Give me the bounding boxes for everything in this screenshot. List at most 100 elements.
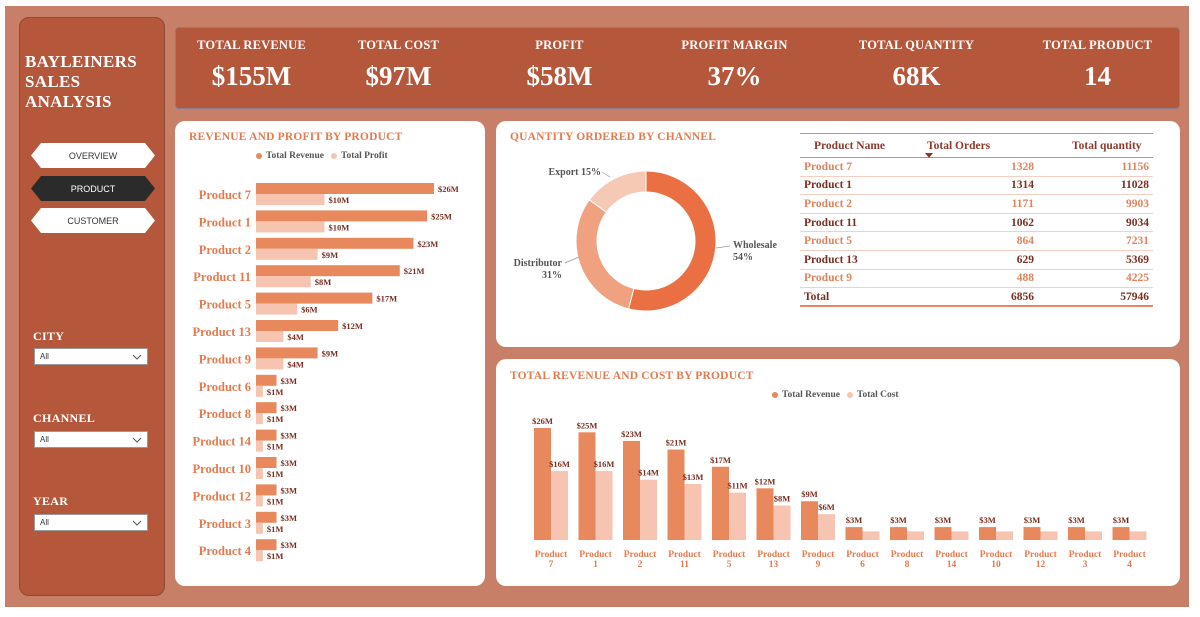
revenue-bar <box>256 292 373 304</box>
cost-data-label: $16M <box>549 459 570 469</box>
cost-bar <box>996 531 1013 540</box>
slice-label-name: Distributor <box>514 258 563 269</box>
cost-bar <box>1129 531 1147 540</box>
kpi-label: TOTAL COST <box>357 38 440 52</box>
revenue-bar <box>1068 527 1085 540</box>
profit-bar <box>256 495 263 507</box>
cost-bar <box>818 514 835 540</box>
revenue-bar <box>256 347 318 359</box>
product-orders-table: Product Name Total Orders Total quantity… <box>800 133 1153 308</box>
revenue-data-label: $3M <box>281 431 298 441</box>
category-label: Product <box>1024 550 1057 560</box>
cost-bar <box>595 471 613 540</box>
table-cell: Product 7 <box>800 157 913 177</box>
slice-label-name: Wholesale <box>733 240 777 251</box>
revenue-bar <box>256 484 277 496</box>
category-label: 11 <box>680 560 689 570</box>
profit-bar <box>256 468 263 479</box>
category-label: 6 <box>860 560 865 570</box>
cost-bar <box>1040 531 1058 540</box>
table-row[interactable]: Product 13 629 5369 <box>800 250 1153 270</box>
category-label: Product <box>980 550 1013 560</box>
profit-data-label: $1M <box>267 524 284 534</box>
category-label: 3 <box>1083 560 1088 570</box>
category-label: 5 <box>727 560 732 570</box>
revenue-cost-chart: $26M$16MProduct7$25M$16MProduct1$23M$14M… <box>532 416 1147 570</box>
slice-label-value: 31% <box>542 270 562 281</box>
table-row[interactable]: Product 7 1328 11156 <box>800 157 1153 177</box>
revenue-data-label: $3M <box>281 403 298 413</box>
category-label: Product 9 <box>199 352 251 366</box>
revenue-data-label: $25M <box>431 211 452 221</box>
nav-product-button[interactable]: PRODUCT <box>31 176 155 201</box>
category-label: Product 12 <box>193 489 251 503</box>
profit-bar <box>256 248 318 260</box>
city-filter-select[interactable]: All <box>34 348 148 365</box>
table-row[interactable]: Product 5 864 7231 <box>800 231 1153 251</box>
category-label: Product 6 <box>199 380 251 394</box>
revenue-data-label: $12M <box>342 321 363 331</box>
category-label: 1 <box>593 560 598 570</box>
kpi-value: 37% <box>707 61 762 91</box>
revenue-bar <box>1023 527 1041 540</box>
table-cell: 6856 <box>913 287 1038 308</box>
revenue-cost-title: TOTAL REVENUE AND COST BY PRODUCT <box>510 370 754 382</box>
profit-data-label: $8M <box>315 277 332 287</box>
table-cell: 1062 <box>913 213 1038 233</box>
profit-bar <box>256 413 263 425</box>
channel-filter-select[interactable]: All <box>34 431 148 448</box>
table-cell: 9903 <box>1038 194 1153 214</box>
revenue-profit-title: REVENUE AND PROFIT BY PRODUCT <box>189 131 403 143</box>
cost-data-label: $16M <box>594 459 615 469</box>
slice-label-value: 54% <box>733 252 753 263</box>
legend-label: Total Revenue <box>266 151 324 161</box>
cost-bar <box>551 471 568 540</box>
dashboard-title: BAYLEINERS SALES ANALYSIS <box>25 52 137 112</box>
revenue-data-label: $3M <box>281 540 298 550</box>
table-cell: 7231 <box>1038 231 1153 251</box>
column-header-product-name[interactable]: Product Name <box>800 133 913 158</box>
revenue-cost-legend: Total Revenue Total Cost <box>772 390 899 400</box>
profit-data-label: $9M <box>322 250 339 260</box>
table-row[interactable]: Product 1 1314 11028 <box>800 176 1153 196</box>
revenue-data-label: $3M <box>1068 515 1085 525</box>
column-header-total-orders[interactable]: Total Orders <box>913 133 1038 158</box>
kpi-value: $58M <box>526 61 593 91</box>
table-cell: Product 9 <box>800 269 913 289</box>
nav-customer-button[interactable]: CUSTOMER <box>31 208 155 233</box>
revenue-bar <box>890 527 907 540</box>
revenue-bar <box>667 449 685 540</box>
profit-data-label: $6M <box>301 305 318 315</box>
profit-bar <box>256 331 284 342</box>
cost-bar <box>640 479 657 540</box>
table-cell: 488 <box>913 269 1038 289</box>
category-label: Product <box>802 550 835 560</box>
channel-filter-label: CHANNEL <box>33 411 96 425</box>
year-filter-select[interactable]: All <box>34 514 148 531</box>
leader-line <box>715 245 731 249</box>
table-cell: 11156 <box>1038 157 1153 177</box>
legend-label: Total Profit <box>340 151 388 161</box>
profit-bar <box>256 221 325 233</box>
category-label: Product 10 <box>193 462 251 476</box>
legend-dot <box>256 153 262 159</box>
category-label: Product 8 <box>199 407 251 421</box>
table-row[interactable]: Product 2 1171 9903 <box>800 194 1153 214</box>
revenue-data-label: $3M <box>281 458 298 468</box>
revenue-profit-legend: Total Revenue Total Profit <box>256 151 388 161</box>
column-header-total-quantity[interactable]: Total quantity <box>1038 133 1153 158</box>
table-cell: Product 2 <box>800 194 913 214</box>
nav-overview-button[interactable]: OVERVIEW <box>31 143 155 168</box>
revenue-bar <box>256 210 428 222</box>
revenue-data-label: $3M <box>281 485 298 495</box>
revenue-bar <box>256 183 434 194</box>
revenue-profit-chart: Product 7 $26M $10M Product 1 $25M $10M Produc… <box>193 183 459 562</box>
cost-data-label: $11M <box>727 481 747 491</box>
table-cell: Product 5 <box>800 231 913 251</box>
table-row[interactable]: Product 11 1062 9034 <box>800 213 1153 233</box>
category-label: 12 <box>1036 560 1046 570</box>
kpi-label: TOTAL QUANTITY <box>858 38 975 52</box>
category-label: 9 <box>816 560 821 570</box>
table-row[interactable]: Product 9 488 4225 <box>800 269 1153 289</box>
revenue-bar <box>979 527 996 540</box>
